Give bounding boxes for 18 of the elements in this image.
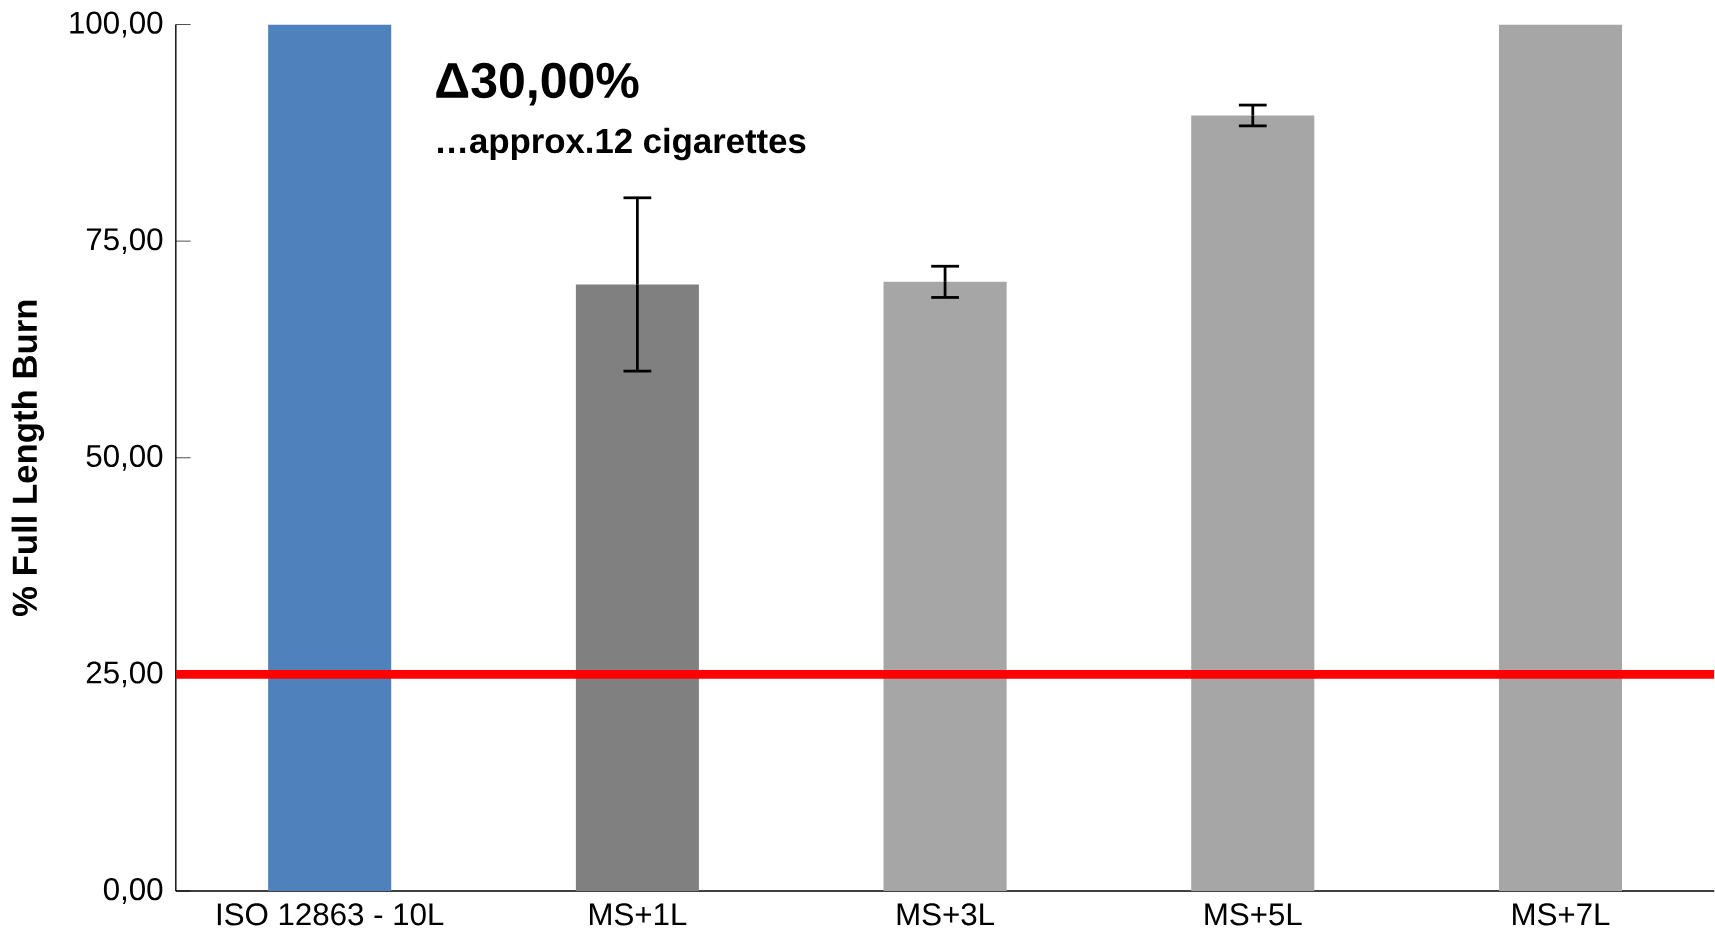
x-tick-label: MS+7L (1513, 903, 1610, 926)
y-tick-label: 25,00 (86, 661, 163, 688)
bar (268, 24, 392, 892)
y-tick-label: 100,00 (70, 11, 163, 38)
x-tick-label: MS+5L (1205, 903, 1302, 926)
bar (1498, 24, 1623, 892)
bar (883, 281, 1007, 892)
y-axis-title: % Full Length Burn (11, 300, 45, 617)
y-tick-label: 50,00 (86, 444, 163, 471)
y-tick-label: 0,00 (103, 878, 163, 904)
x-tick-label: MS+3L (897, 903, 994, 926)
bar (575, 284, 699, 892)
annotation: …approx.12 cigarettes (438, 127, 806, 161)
bar (1191, 115, 1315, 892)
x-tick-label: ISO 12863 - 10L (217, 903, 444, 926)
x-tick-label: MS+1L (589, 903, 687, 926)
annotation: Δ30,00% (436, 62, 639, 106)
y-tick-label: 75,00 (86, 228, 163, 255)
